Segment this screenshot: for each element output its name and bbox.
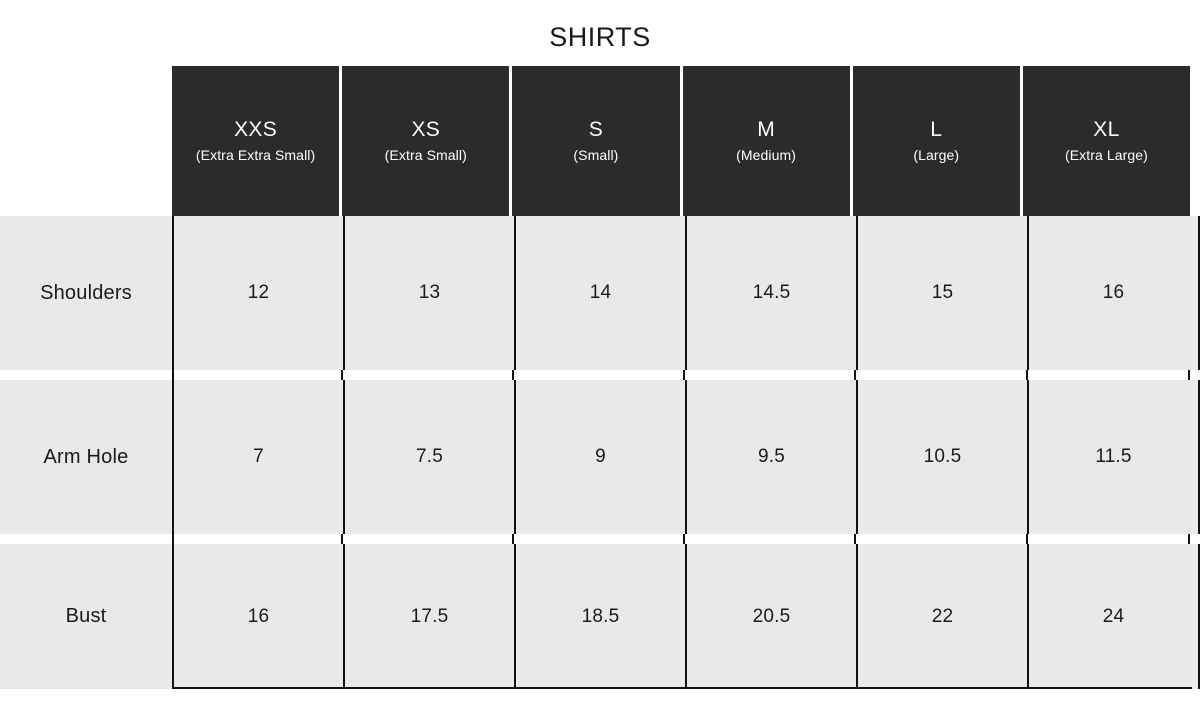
table-corner-cell: [0, 66, 172, 216]
column-header-s: S (Small): [512, 66, 680, 216]
row-label-bust: Bust: [0, 544, 172, 689]
cell-arm-hole-l: 10.5: [856, 380, 1027, 534]
column-rule: [683, 370, 685, 380]
table-row: Bust 16 17.5 18.5 20.5 22 24: [0, 544, 1200, 689]
cell-shoulders-xs: 13: [343, 216, 514, 370]
table-row: Arm Hole 7 7.5 9 9.5 10.5 11.5: [0, 380, 1200, 534]
cell-shoulders-xxs: 12: [172, 216, 343, 370]
column-rule: [172, 370, 174, 380]
column-header-l: L (Large): [852, 66, 1020, 216]
table-row: Shoulders 12 13 14 14.5 15 16: [0, 216, 1200, 370]
row-label-shoulders: Shoulders: [0, 216, 172, 370]
row-separator: [0, 534, 1200, 544]
column-rule: [512, 370, 514, 380]
cell-shoulders-xl: 16: [1027, 216, 1200, 370]
column-rule: [1026, 370, 1028, 380]
row-separator: [0, 370, 1200, 380]
cell-bust-xxs: 16: [172, 544, 343, 689]
column-rule: [341, 534, 343, 544]
row-values: 12 13 14 14.5 15 16: [172, 216, 1200, 370]
column-header-full: (Medium): [736, 147, 797, 163]
column-header-abbr: XXS: [234, 118, 278, 141]
column-rule: [1188, 534, 1190, 544]
column-rule: [341, 370, 343, 380]
page-title: SHIRTS: [549, 22, 651, 52]
cell-arm-hole-m: 9.5: [685, 380, 856, 534]
column-header-abbr: S: [588, 118, 604, 141]
cell-shoulders-s: 14: [514, 216, 685, 370]
column-rule: [1188, 370, 1190, 380]
row-values: 7 7.5 9 9.5 10.5 11.5: [172, 380, 1200, 534]
cell-shoulders-m: 14.5: [685, 216, 856, 370]
column-header-xs: XS (Extra Small): [342, 66, 510, 216]
cell-arm-hole-xs: 7.5: [343, 380, 514, 534]
row-label-arm-hole: Arm Hole: [0, 380, 172, 534]
cell-bust-xl: 24: [1027, 544, 1200, 689]
cell-arm-hole-xxs: 7: [172, 380, 343, 534]
cell-bust-s: 18.5: [514, 544, 685, 689]
column-header-full: (Extra Large): [1064, 147, 1148, 163]
column-header-abbr: XS: [411, 118, 441, 141]
table-header-row: XXS (Extra Extra Small) XS (Extra Small)…: [172, 66, 1191, 216]
column-header-full: (Large): [913, 147, 960, 163]
column-rule: [1026, 534, 1028, 544]
column-header-full: (Extra Small): [384, 147, 467, 163]
column-rule: [683, 534, 685, 544]
column-header-xl: XL (Extra Large): [1022, 66, 1191, 216]
column-rule: [512, 534, 514, 544]
column-rule: [854, 370, 856, 380]
cell-bust-m: 20.5: [685, 544, 856, 689]
row-values: 16 17.5 18.5 20.5 22 24: [172, 544, 1200, 689]
column-rule: [172, 534, 174, 544]
column-header-abbr: XL: [1093, 118, 1120, 141]
column-header-full: (Extra Extra Small): [195, 147, 316, 163]
column-header-full: (Small): [573, 147, 619, 163]
column-header-m: M (Medium): [682, 66, 850, 216]
cell-bust-xs: 17.5: [343, 544, 514, 689]
column-header-xxs: XXS (Extra Extra Small): [172, 66, 340, 216]
column-header-abbr: L: [930, 118, 943, 141]
table-body: Shoulders 12 13 14 14.5 15 16: [0, 216, 1200, 689]
column-rule: [854, 534, 856, 544]
cell-shoulders-l: 15: [856, 216, 1027, 370]
table-bottom-rule: [172, 687, 1192, 689]
cell-arm-hole-s: 9: [514, 380, 685, 534]
column-header-abbr: M: [757, 118, 775, 141]
cell-arm-hole-xl: 11.5: [1027, 380, 1200, 534]
cell-bust-l: 22: [856, 544, 1027, 689]
